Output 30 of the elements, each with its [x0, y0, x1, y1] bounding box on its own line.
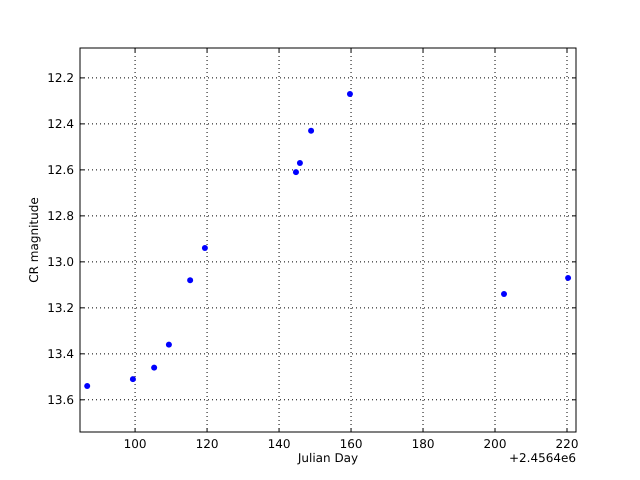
y-tick-label: 12.2 [47, 71, 74, 86]
point [296, 160, 303, 166]
y-tick-label: 12.4 [47, 117, 74, 132]
y-tick-label: 13.0 [47, 255, 74, 270]
y-tick-label: 12.6 [47, 163, 74, 178]
y-tick-label: 13.4 [47, 347, 74, 362]
x-tick-label: 140 [268, 437, 290, 451]
x-tick-label: 120 [196, 437, 219, 451]
y-axis-title: CR magnitude [27, 197, 41, 283]
point [292, 169, 299, 176]
point [166, 342, 172, 348]
x-axis-title: Julian Day [296, 451, 358, 465]
point [84, 383, 90, 390]
text: +2.4564e6 [508, 451, 576, 465]
x-tick-label: 100 [124, 437, 147, 451]
point [565, 274, 572, 281]
point [308, 128, 314, 134]
x-tick-label: 200 [484, 437, 506, 451]
point [130, 376, 136, 382]
y-tick-label: 13.6 [47, 393, 74, 408]
point [346, 90, 353, 97]
x-tick-label: 160 [340, 437, 362, 451]
y-tick-label: 13.2 [47, 301, 74, 316]
x-tick-label: 180 [412, 437, 434, 451]
point [151, 364, 158, 371]
x-tick-label: 220 [556, 437, 578, 451]
point [202, 245, 208, 252]
point [187, 277, 194, 284]
y-tick-label: 12.8 [47, 209, 74, 224]
point [501, 291, 508, 298]
